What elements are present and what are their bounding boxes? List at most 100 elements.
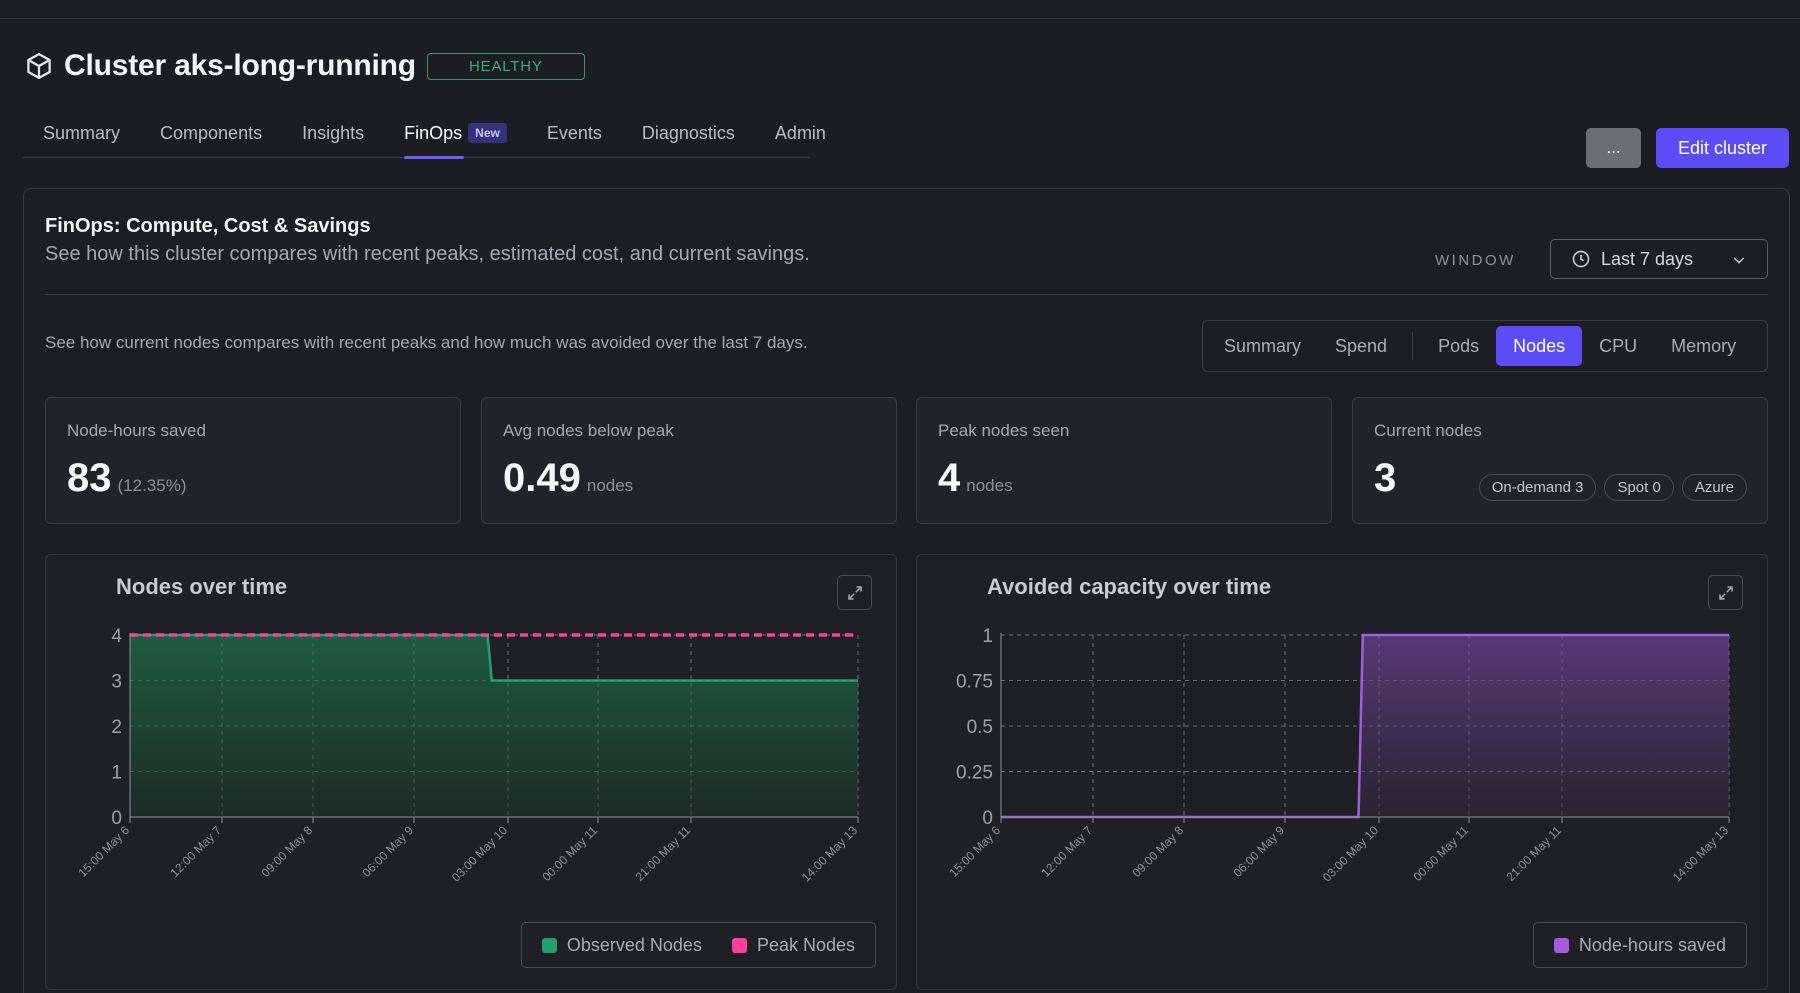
y-tick-label: 3 <box>111 672 122 693</box>
tab-summary[interactable]: Summary <box>23 113 140 158</box>
nodes-over-time-chart: 0 1 2 3 4 15:00 May 6 12:00 May 7 09:00 May 8 06… <box>76 626 861 885</box>
segment-cpu[interactable]: CPU <box>1599 336 1638 356</box>
x-tick-label: 03:00 May 10 <box>1320 823 1382 885</box>
top-bar <box>0 0 1800 19</box>
y-tick-label: 0.75 <box>956 672 993 693</box>
tab-insights[interactable]: Insights <box>282 113 384 158</box>
y-tick-label: 0.25 <box>956 763 993 784</box>
edit-cluster-button[interactable]: Edit cluster <box>1656 128 1789 168</box>
new-badge: New <box>468 123 507 143</box>
chip-provider: Azure <box>1681 474 1747 501</box>
tab-label: FinOps <box>404 123 463 143</box>
more-actions-button[interactable]: ... <box>1586 128 1641 168</box>
legend-swatch <box>541 937 557 953</box>
kpi-label: Node-hours saved <box>67 421 206 440</box>
expand-button[interactable] <box>837 575 872 610</box>
tab-label: Summary <box>43 123 121 143</box>
tab-label: Events <box>546 123 602 143</box>
expand-button[interactable] <box>1708 575 1743 610</box>
tab-label: Components <box>160 123 263 143</box>
legend-label: Observed Nodes <box>566 934 702 955</box>
x-tick-label: 15:00 May 6 <box>76 823 133 880</box>
chart-title: Nodes over time <box>116 574 288 599</box>
chart-title: Avoided capacity over time <box>987 574 1272 599</box>
chip-spot: Spot 0 <box>1604 474 1674 501</box>
x-tick-label: 09:00 May 8 <box>1130 823 1187 880</box>
kpi-value-row: 4 nodes <box>938 456 1013 501</box>
x-tick-label: 00:00 May 11 <box>539 823 600 884</box>
kpi-label: Peak nodes seen <box>938 421 1070 440</box>
y-tick-label: 2 <box>111 717 122 738</box>
divider <box>45 294 1768 295</box>
legend-item-peak[interactable]: Peak Nodes <box>731 934 855 956</box>
chart-legend: Observed Nodes Peak Nodes <box>520 922 876 968</box>
view-segmented-control: Summary Spend Pods Nodes CPU Memory <box>1202 320 1768 372</box>
segment-memory[interactable]: Memory <box>1671 336 1737 356</box>
x-tick-label: 03:00 May 10 <box>449 823 511 885</box>
chevron-down-icon <box>1733 257 1745 264</box>
chart-legend: Node-hours saved <box>1532 922 1747 968</box>
y-tick-label: 1 <box>982 626 993 647</box>
kpi-card-avg-nodes-below-peak: Avg nodes below peak 0.49 nodes <box>481 397 897 524</box>
legend-item-observed[interactable]: Observed Nodes <box>541 934 702 956</box>
x-tick-label: 09:00 May 8 <box>259 823 316 880</box>
y-tick-label: 0 <box>111 808 122 829</box>
window-value: Last 7 days <box>1601 248 1694 269</box>
tab-finops[interactable]: FinOps New <box>384 113 527 159</box>
x-tick-label: 12:00 May 7 <box>1039 823 1096 880</box>
tab-label: Diagnostics <box>641 123 735 143</box>
tab-events[interactable]: Events <box>527 113 622 158</box>
x-tick-label: 12:00 May 7 <box>168 823 225 880</box>
kpi-unit: nodes <box>586 476 634 495</box>
window-label: WINDOW <box>1435 252 1516 269</box>
x-tick-label: 15:00 May 6 <box>947 823 1004 880</box>
window-select[interactable]: Last 7 days <box>1550 239 1768 279</box>
segment-spend[interactable]: Spend <box>1335 336 1388 356</box>
segment-pods[interactable]: Pods <box>1438 336 1480 356</box>
kpi-value: 3 <box>1374 456 1397 500</box>
tab-components[interactable]: Components <box>140 113 282 158</box>
series-area <box>1001 635 1729 817</box>
segment-separator <box>1412 332 1414 360</box>
legend-label: Node-hours saved <box>1578 934 1726 955</box>
segment-nodes[interactable]: Nodes <box>1496 326 1583 366</box>
finops-panel: FinOps: Compute, Cost & Savings See how … <box>23 188 1790 993</box>
kpi-value: 0.49 <box>503 456 581 500</box>
y-tick-label: 0 <box>982 808 993 829</box>
chip-on-demand: On-demand 3 <box>1478 474 1597 501</box>
tab-admin[interactable]: Admin <box>755 113 846 158</box>
cube-icon <box>27 53 51 79</box>
tab-label: Admin <box>774 123 826 143</box>
section-description: See how current nodes compares with rece… <box>45 333 808 352</box>
y-tick-label: 4 <box>111 626 122 647</box>
legend-item-node-hours-saved[interactable]: Node-hours saved <box>1553 934 1726 956</box>
panel-subtitle: See how this cluster compares with recen… <box>45 243 810 265</box>
cluster-header: Cluster aks-long-running HEALTHY <box>24 46 585 86</box>
kpi-card-current-nodes: Current nodes 3 On-demand 3 Spot 0 Azure <box>1352 397 1768 524</box>
kpi-value-row: 83 (12.35%) <box>67 456 186 501</box>
legend-label: Peak Nodes <box>756 934 855 955</box>
kpi-label: Current nodes <box>1374 421 1482 440</box>
avoided-capacity-card: 0 0.25 0.5 0.75 1 15:00 May 6 12:00 May 7 09:00… <box>916 554 1768 990</box>
series-line <box>130 633 858 682</box>
page-title: Cluster aks-long-running <box>64 49 416 82</box>
x-tick-label: 06:00 May 9 <box>360 823 417 880</box>
status-badge: HEALTHY <box>426 52 585 80</box>
kpi-value: 83 <box>67 456 112 500</box>
x-tick-label: 14:00 May 13 <box>799 823 861 885</box>
expand-icon <box>847 585 862 600</box>
clock-icon <box>1572 250 1590 268</box>
avoided-capacity-chart: 0 0.25 0.5 0.75 1 15:00 May 6 12:00 May 7 09:00… <box>947 626 1732 885</box>
legend-swatch <box>1553 937 1569 953</box>
kpi-unit: (12.35%) <box>117 476 187 495</box>
tab-diagnostics[interactable]: Diagnostics <box>622 113 755 158</box>
x-tick-label: 21:00 May 11 <box>1503 823 1564 884</box>
x-tick-label: 14:00 May 13 <box>1670 823 1732 885</box>
x-tick-label: 21:00 May 11 <box>632 823 693 884</box>
segment-summary[interactable]: Summary <box>1224 336 1302 356</box>
kpi-label: Avg nodes below peak <box>503 421 674 440</box>
legend-swatch <box>731 937 747 953</box>
kpi-card-peak-nodes-seen: Peak nodes seen 4 nodes <box>916 397 1332 524</box>
y-tick-label: 1 <box>111 763 122 784</box>
kpi-card-node-hours-saved: Node-hours saved 83 (12.35%) <box>45 397 461 524</box>
